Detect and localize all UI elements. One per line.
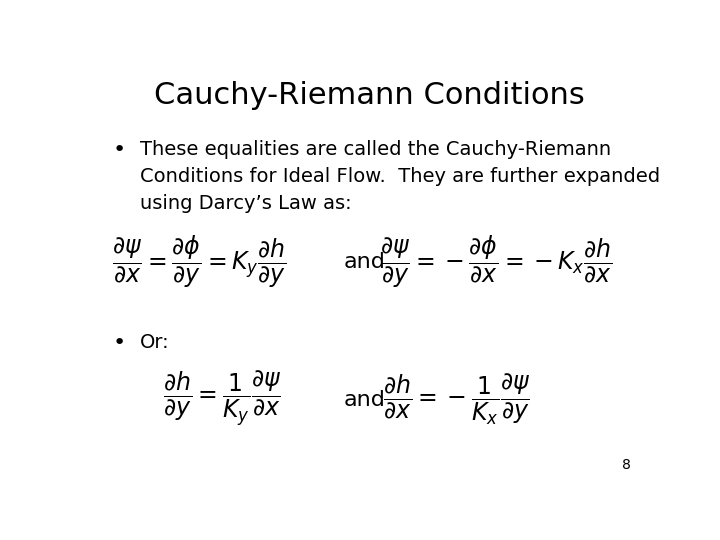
Text: and: and bbox=[344, 252, 386, 272]
Text: and: and bbox=[344, 389, 386, 409]
Text: •: • bbox=[112, 333, 125, 353]
Text: Or:: Or: bbox=[140, 333, 170, 352]
Text: Cauchy-Riemann Conditions: Cauchy-Riemann Conditions bbox=[153, 82, 585, 111]
Text: 8: 8 bbox=[622, 458, 631, 472]
Text: Conditions for Ideal Flow.  They are further expanded: Conditions for Ideal Flow. They are furt… bbox=[140, 167, 660, 186]
Text: $\dfrac{\partial h}{\partial y} = \dfrac{1}{K_y} \dfrac{\partial \psi}{\partial : $\dfrac{\partial h}{\partial y} = \dfrac… bbox=[163, 370, 281, 429]
Text: •: • bbox=[112, 140, 125, 160]
Text: $\dfrac{\partial h}{\partial x} = -\dfrac{1}{K_x} \dfrac{\partial \psi}{\partial: $\dfrac{\partial h}{\partial x} = -\dfra… bbox=[383, 372, 530, 427]
Text: $\dfrac{\partial \psi}{\partial x} = \dfrac{\partial \phi}{\partial y} = K_y \df: $\dfrac{\partial \psi}{\partial x} = \df… bbox=[112, 234, 287, 291]
Text: using Darcy’s Law as:: using Darcy’s Law as: bbox=[140, 194, 352, 213]
Text: $\dfrac{\partial \psi}{\partial y} = -\dfrac{\partial \phi}{\partial x} = -K_x \: $\dfrac{\partial \psi}{\partial y} = -\d… bbox=[380, 234, 613, 291]
Text: These equalities are called the Cauchy-Riemann: These equalities are called the Cauchy-R… bbox=[140, 140, 611, 159]
